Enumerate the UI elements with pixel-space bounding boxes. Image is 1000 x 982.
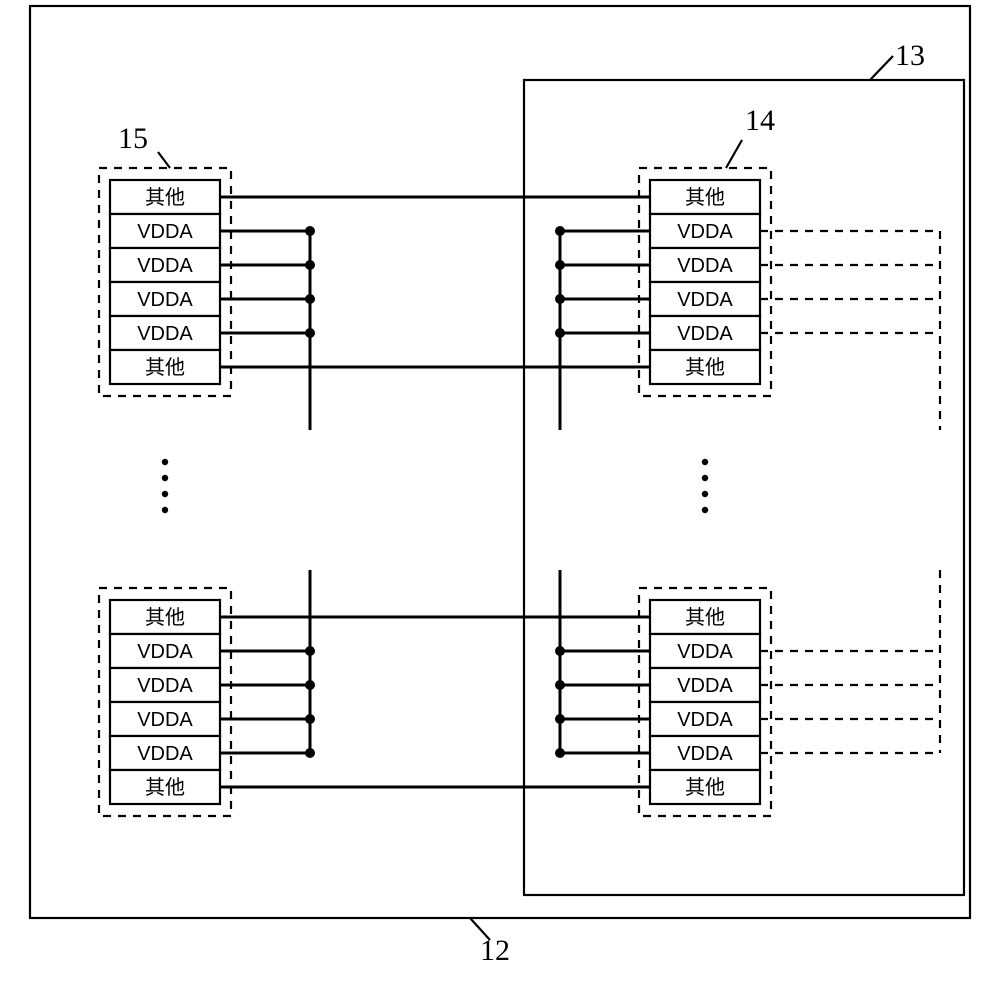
pin-label-left_bottom-4: VDDA [137,743,193,765]
pin-label-right_bottom-0: 其他 [685,606,725,629]
pin-label-right_top-0: 其他 [685,186,725,209]
diagram-root: 其他VDDAVDDAVDDAVDDA其他其他VDDAVDDAVDDAVDDA其他… [0,0,1000,982]
pin-label-right_top-2: VDDA [677,255,733,277]
pin-label-left_top-5: 其他 [145,356,185,379]
pin-group-right_bottom: 其他 VDDA VDDA VDDA VDDA 其他 [639,588,771,816]
pin-group-left_bottom: 其他 VDDA VDDA VDDA VDDA 其他 [99,588,231,816]
pin-group-left_top: 其他 VDDA VDDA VDDA VDDA 其他 [99,168,231,396]
pin-label-left_bottom-2: VDDA [137,675,193,697]
ref-inner: 13 [895,39,925,72]
pin-group-right_top: 其他 VDDA VDDA VDDA VDDA 其他 [639,168,771,396]
pin-label-right_top-3: VDDA [677,289,733,311]
pin-label-right_bottom-4: VDDA [677,743,733,765]
pin-label-left_top-1: VDDA [137,221,193,243]
pin-label-left_top-2: VDDA [137,255,193,277]
pin-label-right_top-1: VDDA [677,221,733,243]
pin-label-right_bottom-5: 其他 [685,776,725,799]
pin-label-left_top-0: 其他 [145,186,185,209]
pin-label-right_bottom-2: VDDA [677,675,733,697]
pin-label-right_top-4: VDDA [677,323,733,345]
pin-label-left_bottom-5: 其他 [145,776,185,799]
ref-left: 15 [118,122,148,155]
pin-label-left_top-4: VDDA [137,323,193,345]
schematic-svg: 其他VDDAVDDAVDDAVDDA其他其他VDDAVDDAVDDAVDDA其他… [0,0,1000,982]
ref-right: 14 [745,104,775,137]
pin-label-left_bottom-0: 其他 [145,606,185,629]
pin-label-right_bottom-1: VDDA [677,641,733,663]
ref-outer: 12 [480,934,510,967]
pin-label-left_bottom-3: VDDA [137,709,193,731]
pin-label-left_bottom-1: VDDA [137,641,193,663]
pin-label-right_top-5: 其他 [685,356,725,379]
pin-label-left_top-3: VDDA [137,289,193,311]
pin-label-right_bottom-3: VDDA [677,709,733,731]
